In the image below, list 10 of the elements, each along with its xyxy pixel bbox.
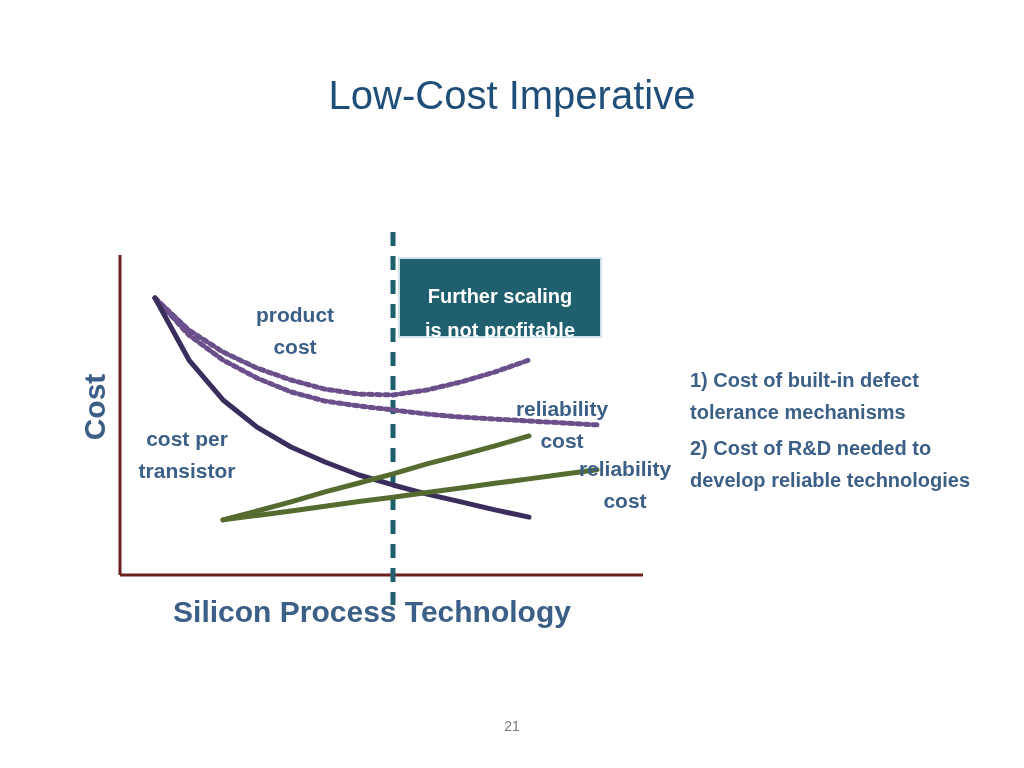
y-axis-title: Cost [78, 373, 111, 441]
annotation: Further scaling is not profitable [425, 285, 575, 341]
text: 21 [504, 718, 520, 734]
text: 1) Cost of built-in defect tolerance mechanisms [690, 369, 920, 423]
series-label: reliability cost [578, 457, 672, 512]
series-label: cost per transistor [138, 427, 236, 482]
x-axis-title: Silicon Process Technology [173, 595, 572, 628]
series-label: product cost [255, 303, 335, 358]
chart-title: Low-Cost Imperative [328, 73, 696, 117]
text: 2) Cost of R&D needed to develop reliable technologies [690, 437, 971, 491]
